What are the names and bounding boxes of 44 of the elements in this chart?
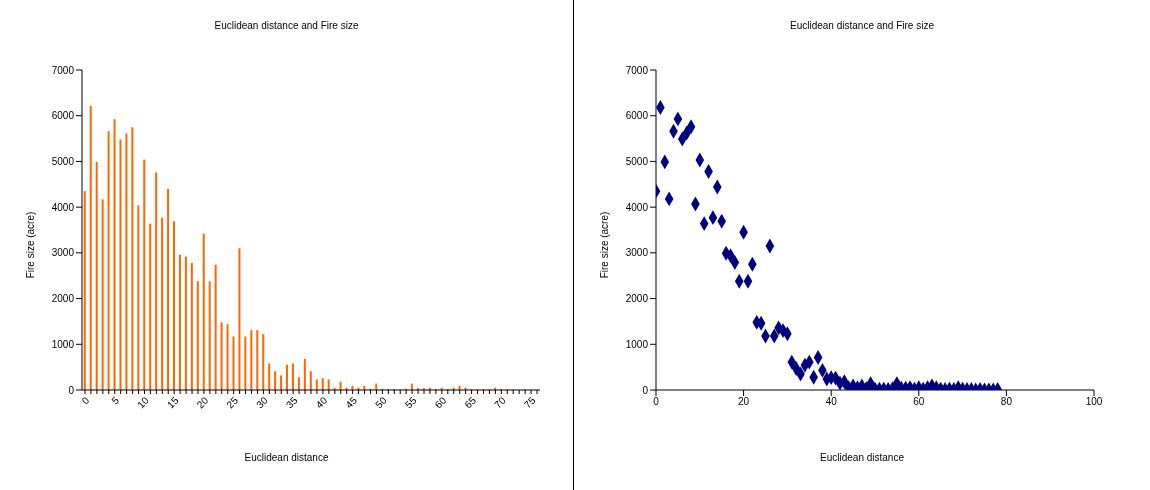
x-tick-label: 40 [825, 396, 838, 408]
chart-title: Euclidean distance and Fire size [213, 20, 360, 31]
chart-title: Euclidean distance and Fire size [789, 20, 935, 31]
x-tick-label: 20 [738, 396, 750, 408]
y-tick-label: 2000 [51, 293, 75, 305]
x-tick-label: 50 [373, 394, 390, 411]
x-tick-label: 15 [164, 394, 181, 411]
y-axis-title: Fire size (acre) [24, 211, 36, 279]
y-tick-label: 1000 [625, 338, 649, 350]
x-tick-label: 5 [109, 394, 122, 407]
y-tick-label: 2000 [625, 293, 649, 305]
x-axis-title: Euclidean distance [243, 452, 330, 463]
x-tick-label: 80 [1000, 396, 1013, 408]
x-tick-label: 70 [492, 394, 509, 411]
x-tick-label: 0 [653, 396, 660, 408]
x-tick-label: 55 [402, 394, 419, 411]
x-tick-label: 75 [521, 394, 538, 411]
x-tick-label: 65 [462, 394, 479, 411]
x-tick-label: 100 [1085, 396, 1103, 408]
y-tick-label: 1000 [51, 338, 75, 350]
y-axis-title: Fire size (acre) [598, 211, 610, 279]
x-tick-label: 60 [432, 394, 449, 411]
x-tick-label: 30 [254, 394, 271, 411]
y-tick-label: 4000 [625, 201, 649, 213]
x-tick-label: 60 [913, 396, 925, 408]
x-tick-label: 20 [194, 394, 211, 411]
y-tick-label: 6000 [51, 110, 75, 122]
y-tick-label: 7000 [51, 64, 75, 76]
y-tick-label: 0 [68, 384, 75, 396]
y-tick-label: 0 [642, 384, 649, 396]
y-tick-label: 3000 [625, 247, 649, 259]
y-tick-label: 5000 [51, 155, 75, 167]
x-tick-label: 10 [135, 394, 152, 411]
y-tick-label: 3000 [51, 247, 75, 259]
x-tick-label: 40 [313, 394, 330, 411]
x-tick-label: 0 [79, 394, 92, 407]
y-tick-label: 5000 [625, 155, 649, 167]
x-tick-label: 25 [224, 394, 241, 411]
y-tick-label: 7000 [625, 64, 649, 76]
x-tick-label: 35 [283, 394, 300, 411]
y-tick-label: 4000 [51, 201, 75, 213]
x-axis-title: Euclidean distance [819, 452, 905, 463]
y-tick-label: 6000 [625, 110, 649, 122]
x-tick-label: 45 [343, 394, 360, 411]
